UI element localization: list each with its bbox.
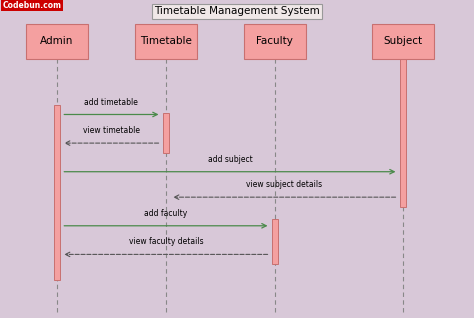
- Bar: [400, 54, 406, 207]
- Text: Codebun.com: Codebun.com: [2, 1, 61, 10]
- Text: view timetable: view timetable: [83, 126, 140, 135]
- FancyBboxPatch shape: [244, 24, 306, 59]
- Text: view faculty details: view faculty details: [128, 238, 203, 246]
- Bar: [54, 105, 60, 280]
- Text: Timetable: Timetable: [140, 36, 192, 46]
- FancyBboxPatch shape: [135, 24, 197, 59]
- Text: Subject: Subject: [383, 36, 422, 46]
- FancyBboxPatch shape: [372, 24, 434, 59]
- Text: view subject details: view subject details: [246, 180, 322, 189]
- Text: add subject: add subject: [208, 155, 252, 164]
- Bar: [272, 219, 278, 264]
- Text: Admin: Admin: [40, 36, 73, 46]
- Text: add faculty: add faculty: [144, 209, 188, 218]
- FancyBboxPatch shape: [26, 24, 88, 59]
- Text: Faculty: Faculty: [256, 36, 293, 46]
- Bar: [163, 113, 169, 153]
- Text: add timetable: add timetable: [84, 98, 138, 107]
- Text: Timetable Management System: Timetable Management System: [154, 6, 320, 16]
